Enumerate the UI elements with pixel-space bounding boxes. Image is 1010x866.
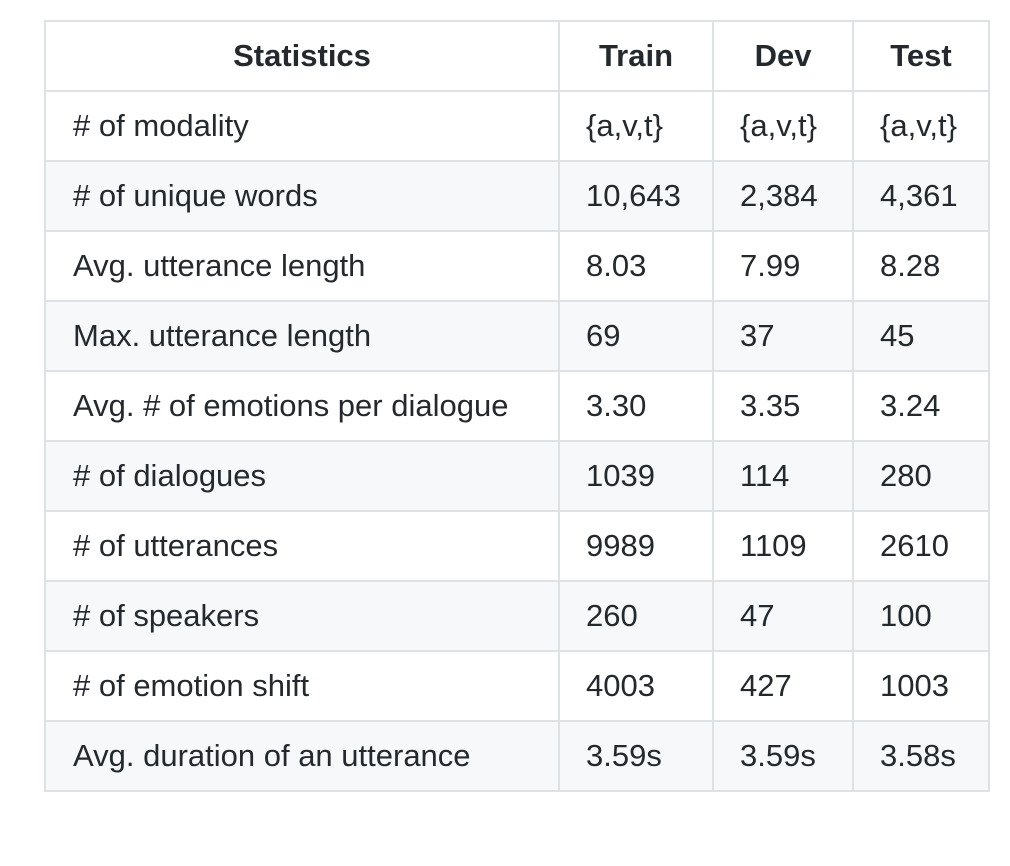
dev-value: 114 — [712, 440, 854, 512]
test-value: 4,361 — [852, 160, 990, 232]
table-row: # of speakers 260 47 100 — [44, 580, 990, 652]
train-value: 4003 — [558, 650, 714, 722]
row-label: # of unique words — [44, 160, 560, 232]
train-value: 8.03 — [558, 230, 714, 302]
test-value: {a,v,t} — [852, 90, 990, 162]
header-row: Statistics Train Dev Test — [44, 20, 990, 92]
table-header: Statistics Train Dev Test — [44, 20, 990, 92]
train-value: 69 — [558, 300, 714, 372]
dev-value: 3.59s — [712, 720, 854, 792]
dev-value: 427 — [712, 650, 854, 722]
row-label: Avg. duration of an utterance — [44, 720, 560, 792]
table-row: # of utterances 9989 1109 2610 — [44, 510, 990, 582]
test-value: 100 — [852, 580, 990, 652]
dev-value: {a,v,t} — [712, 90, 854, 162]
table-row: # of unique words 10,643 2,384 4,361 — [44, 160, 990, 232]
header-statistics: Statistics — [44, 20, 560, 92]
train-value: 3.59s — [558, 720, 714, 792]
dev-value: 47 — [712, 580, 854, 652]
row-label: # of modality — [44, 90, 560, 162]
header-test: Test — [852, 20, 990, 92]
test-value: 3.58s — [852, 720, 990, 792]
dev-value: 37 — [712, 300, 854, 372]
train-value: 10,643 — [558, 160, 714, 232]
train-value: 3.30 — [558, 370, 714, 442]
test-value: 45 — [852, 300, 990, 372]
table-row: # of dialogues 1039 114 280 — [44, 440, 990, 512]
test-value: 3.24 — [852, 370, 990, 442]
table-row: Avg. duration of an utterance 3.59s 3.59… — [44, 720, 990, 792]
row-label: Avg. # of emotions per dialogue — [44, 370, 560, 442]
table-row: Avg. utterance length 8.03 7.99 8.28 — [44, 230, 990, 302]
test-value: 8.28 — [852, 230, 990, 302]
test-value: 1003 — [852, 650, 990, 722]
table-row: # of modality {a,v,t} {a,v,t} {a,v,t} — [44, 90, 990, 162]
train-value: 1039 — [558, 440, 714, 512]
row-label: # of speakers — [44, 580, 560, 652]
dataset-statistics-table: Statistics Train Dev Test # of modality … — [44, 20, 990, 792]
row-label: # of utterances — [44, 510, 560, 582]
row-label: # of dialogues — [44, 440, 560, 512]
row-label: Max. utterance length — [44, 300, 560, 372]
dev-value: 2,384 — [712, 160, 854, 232]
header-train: Train — [558, 20, 714, 92]
dev-value: 1109 — [712, 510, 854, 582]
table-row: # of emotion shift 4003 427 1003 — [44, 650, 990, 722]
dev-value: 7.99 — [712, 230, 854, 302]
table-row: Max. utterance length 69 37 45 — [44, 300, 990, 372]
train-value: {a,v,t} — [558, 90, 714, 162]
train-value: 9989 — [558, 510, 714, 582]
dataset-statistics-table-container: Statistics Train Dev Test # of modality … — [44, 20, 990, 792]
dev-value: 3.35 — [712, 370, 854, 442]
train-value: 260 — [558, 580, 714, 652]
row-label: # of emotion shift — [44, 650, 560, 722]
table-row: Avg. # of emotions per dialogue 3.30 3.3… — [44, 370, 990, 442]
row-label: Avg. utterance length — [44, 230, 560, 302]
test-value: 2610 — [852, 510, 990, 582]
table-body: # of modality {a,v,t} {a,v,t} {a,v,t} # … — [44, 90, 990, 792]
header-dev: Dev — [712, 20, 854, 92]
test-value: 280 — [852, 440, 990, 512]
